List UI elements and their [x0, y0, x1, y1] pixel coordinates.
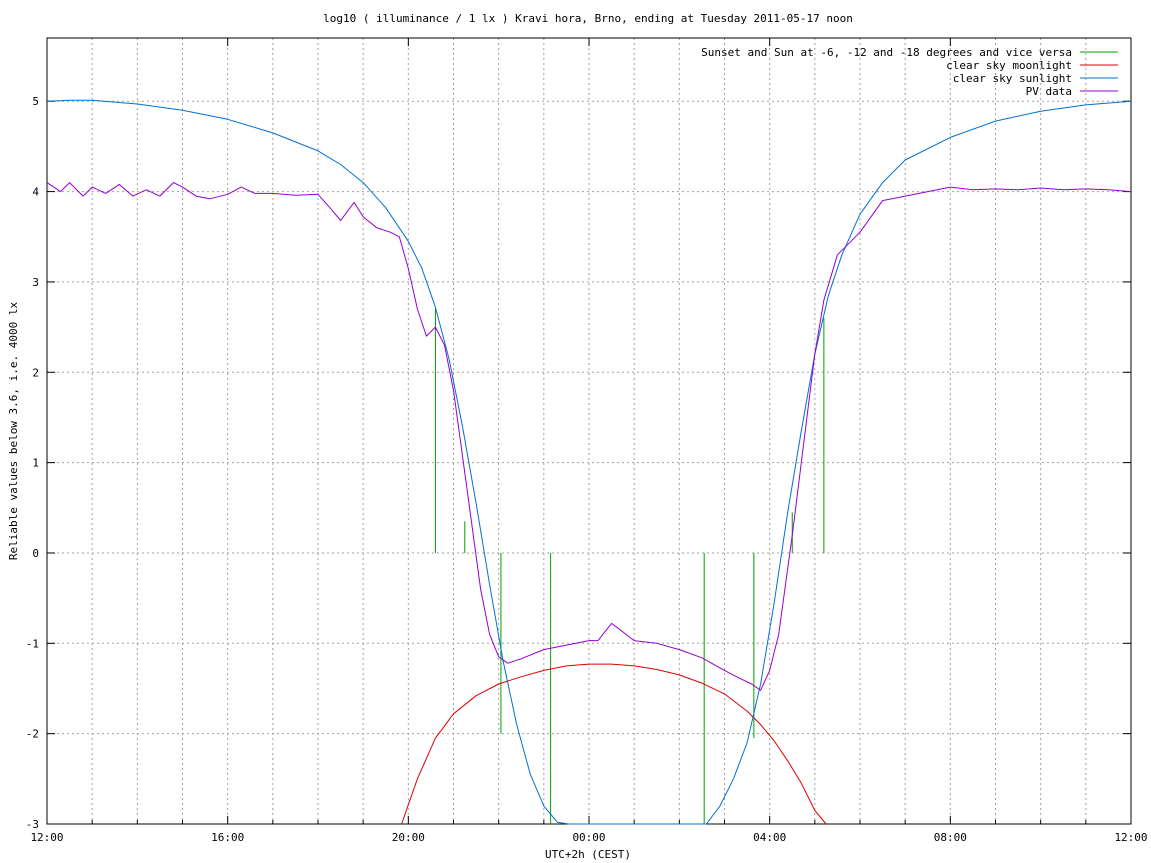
axis-ticks: 12:00 16:00 20:00 00:00 04:00 08:00 12:00 5 4 3 2 1…	[26, 38, 1148, 844]
grid	[47, 38, 1131, 824]
x-tick-label: 12:00	[30, 831, 63, 844]
x-tick-label: 04:00	[753, 831, 786, 844]
y-axis-label: Reliable values below 3.6, i.e. 4000 lx	[7, 301, 20, 560]
x-tick-label: 00:00	[572, 831, 605, 844]
y-tick-label: -3	[26, 818, 39, 831]
x-axis-label: UTC+2h (CEST)	[545, 848, 631, 861]
clear-sky-moonlight-line	[401, 663, 827, 825]
clear-sky-sunlight-line	[46, 99, 1132, 825]
x-tick-label: 08:00	[934, 831, 967, 844]
series-layer	[46, 99, 1132, 825]
y-tick-label: 5	[32, 95, 39, 108]
y-tick-label: 1	[32, 457, 39, 470]
chart-title: log10 ( illuminance / 1 lx ) Kravi hora,…	[323, 12, 853, 25]
x-tick-label: 20:00	[392, 831, 425, 844]
legend-label: clear sky moonlight	[946, 59, 1072, 72]
y-tick-label: -1	[26, 637, 39, 650]
legend-label: PV data	[1026, 85, 1072, 98]
legend-label: Sunset and Sun at -6, -12 and -18 degree…	[701, 46, 1072, 59]
pv-data-line	[46, 182, 1132, 691]
x-tick-label: 12:00	[1114, 831, 1147, 844]
legend: Sunset and Sun at -6, -12 and -18 degree…	[701, 46, 1118, 98]
y-tick-label: 0	[32, 547, 39, 560]
plot-frame	[46, 37, 1132, 825]
y-tick-label: -2	[26, 728, 39, 741]
x-tick-label: 16:00	[211, 831, 244, 844]
legend-label: clear sky sunlight	[953, 72, 1072, 85]
y-tick-label: 3	[32, 276, 39, 289]
y-tick-label: 2	[32, 366, 39, 379]
y-tick-label: 4	[32, 186, 39, 199]
